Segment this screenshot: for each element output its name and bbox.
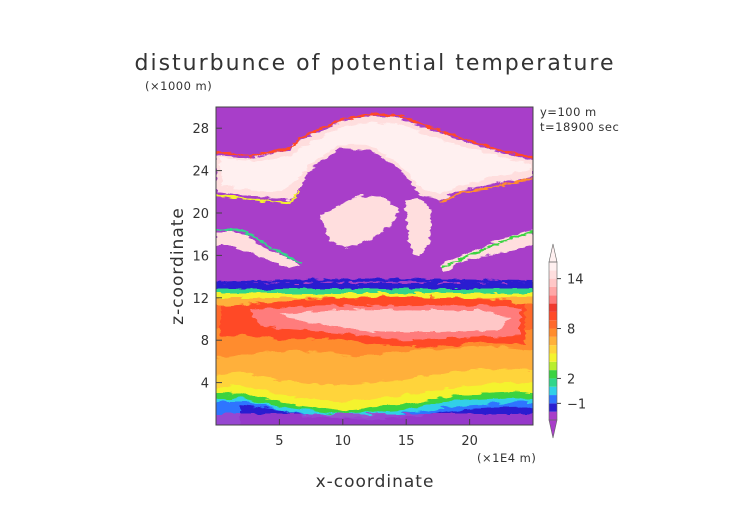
colorbar: 14 8 2 −1 [548,243,586,439]
colorbar-segment-10 [549,328,557,337]
x-tick-label: 5 [275,434,283,449]
colorbar-segment-0 [549,411,557,420]
y-tick-label: 8 [201,334,209,349]
colorbar-segment-16 [549,278,557,287]
colorbar-extend-max [548,243,558,263]
colorbar-segment-12 [549,311,557,321]
colorbar-segment-18 [549,262,557,271]
colorbar-tick-label: 14 [567,273,584,288]
heatmap-field [216,107,533,425]
colorbar-segment-8 [549,345,557,354]
colorbar-segment-17 [549,270,557,279]
y-tick-label: 20 [192,207,209,222]
colorbar-segment-4 [549,378,557,387]
colorbar-tick-label: 2 [567,372,575,387]
y-tick-label: 24 [192,165,209,180]
x-unit-label: (×1E4 m) [477,451,536,465]
colorbar-tick-label: −1 [567,397,586,412]
y-tick-label: 12 [192,292,209,307]
colorbar-tick-label: 8 [567,323,575,338]
y-tick-label: 4 [201,377,209,392]
colorbar-frame [548,261,558,421]
colorbar-segment-2 [549,395,557,404]
x-tick-label: 10 [335,434,352,449]
annotation-y: y=100 m [540,105,597,119]
colorbar-segment-3 [549,386,557,396]
colorbar-segment-15 [549,286,557,296]
y-unit-label: (×1000 m) [145,79,212,93]
colorbar-segment-13 [549,303,557,312]
colorbar-segment-5 [549,370,557,379]
annotation-t: t=18900 sec [540,120,619,134]
chart-title: disturbunce of potential temperature [135,51,616,76]
colorbar-segment-14 [549,295,557,304]
colorbar-segment-1 [549,403,557,412]
colorbar-segment-9 [549,336,557,346]
y-tick-label: 16 [192,249,209,264]
colorbar-extend-min [548,419,558,439]
y-axis: 4 8 12 16 20 24 28 [192,122,222,392]
x-axis: 5 10 15 20 [275,419,478,449]
colorbar-segment-11 [549,320,557,329]
colorbar-segment-6 [549,361,557,371]
x-tick-label: 15 [398,434,415,449]
x-axis-label: x-coordinate [316,472,435,492]
plot-frame [215,106,534,426]
x-tick-label: 20 [461,434,478,449]
y-tick-label: 28 [192,122,209,137]
colorbar-segment-7 [549,353,557,362]
y-axis-label: z-coordinate [168,207,188,325]
